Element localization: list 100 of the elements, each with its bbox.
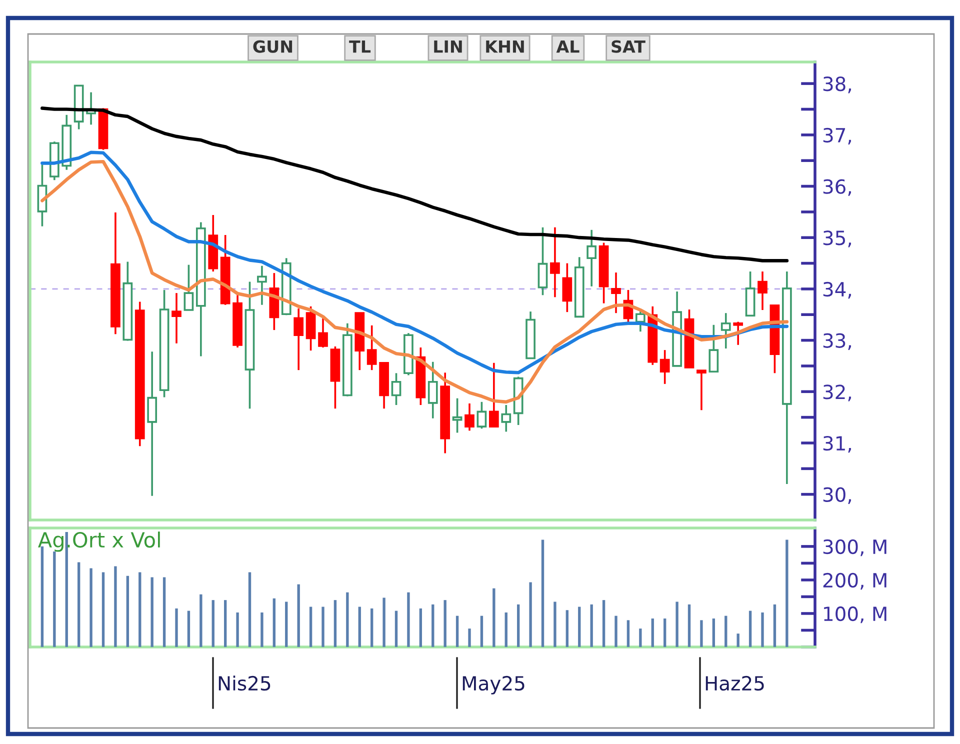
y-tick-label: 31, [823, 436, 851, 453]
candlestick [366, 324, 377, 371]
bar [187, 610, 190, 647]
bar [554, 602, 556, 647]
bar [309, 606, 312, 647]
candlestick [733, 320, 744, 346]
bar [639, 628, 642, 647]
bar [432, 604, 434, 647]
candlestick [257, 264, 267, 306]
bar [150, 577, 154, 647]
bar [773, 604, 776, 647]
text: Nis25 [218, 676, 270, 691]
line-series [40, 150, 789, 374]
bar [224, 600, 227, 647]
y-tick-label: 36, [823, 179, 851, 196]
bar [786, 540, 788, 647]
bar [541, 540, 544, 647]
bar [736, 634, 740, 647]
text: TL [349, 40, 371, 53]
y-tick-label: 38, [823, 76, 851, 94]
bar [175, 608, 178, 647]
candlestick [318, 317, 328, 348]
y-tick-label: 33, [823, 333, 851, 350]
candlestick [562, 262, 572, 313]
candlestick [550, 226, 560, 298]
text: GUN [253, 40, 292, 53]
candlestick [611, 272, 621, 314]
bar [285, 602, 288, 647]
bar [260, 612, 264, 647]
y-tick-label: 30, [823, 487, 851, 504]
candlestick [464, 402, 474, 432]
candlestick [184, 264, 194, 312]
bar [529, 582, 532, 647]
y-tick-label: 200, M [823, 572, 886, 590]
y-tick-label: 34, [823, 282, 851, 299]
candlestick [696, 370, 706, 412]
text: May25 [462, 676, 524, 694]
candlestick [538, 226, 548, 296]
text: SAT [612, 40, 646, 53]
bar [162, 577, 166, 647]
bar [114, 566, 117, 647]
y-tick-label: 37, [823, 128, 851, 145]
bar [102, 572, 105, 647]
bar [297, 584, 300, 647]
bar [492, 588, 496, 647]
text: KHN [486, 40, 524, 53]
candlestick [452, 397, 462, 434]
bar [138, 572, 142, 647]
bar [90, 568, 92, 647]
bar [651, 618, 654, 647]
candlestick [501, 404, 512, 433]
text: LIN [434, 40, 462, 53]
bar [382, 598, 386, 647]
y-tick-label: 35, [823, 230, 851, 248]
text: AL [556, 40, 580, 53]
bar [370, 608, 374, 647]
bar [126, 576, 130, 647]
candlestick [660, 349, 670, 385]
bar [761, 612, 764, 647]
bar [272, 598, 276, 647]
candlestick [476, 401, 487, 430]
bar [394, 610, 398, 647]
bar [322, 606, 324, 647]
bar [516, 604, 520, 647]
candlestick [708, 324, 719, 373]
bar [248, 572, 252, 647]
bar [578, 606, 581, 647]
y-tick-label: 100, M [824, 606, 886, 624]
candlestick [720, 312, 731, 350]
y-tick-label: 32, [823, 384, 851, 402]
bar [456, 616, 459, 647]
candlestick [294, 308, 304, 371]
bar [480, 616, 484, 647]
candlestick [488, 362, 499, 428]
bar [419, 608, 422, 647]
bar [626, 620, 630, 647]
bar [724, 616, 728, 647]
candlestick [391, 372, 402, 406]
bar [53, 551, 56, 647]
bar [614, 616, 618, 647]
bar [590, 604, 593, 647]
y-tick-label: 300, M [823, 539, 886, 556]
bar [748, 610, 752, 647]
bar [688, 604, 691, 647]
candlestick [758, 270, 768, 311]
bar [77, 562, 80, 647]
bar [602, 600, 606, 647]
bar [236, 612, 239, 647]
bar [346, 592, 349, 647]
bar [334, 600, 337, 647]
candlestick [586, 228, 597, 288]
bar [712, 618, 716, 647]
candlestick [428, 360, 438, 420]
bar [676, 602, 678, 647]
bar [663, 618, 666, 647]
bar [212, 600, 214, 647]
bar [200, 594, 202, 647]
bar [468, 628, 471, 647]
bar [407, 592, 410, 647]
line-series [40, 106, 789, 262]
